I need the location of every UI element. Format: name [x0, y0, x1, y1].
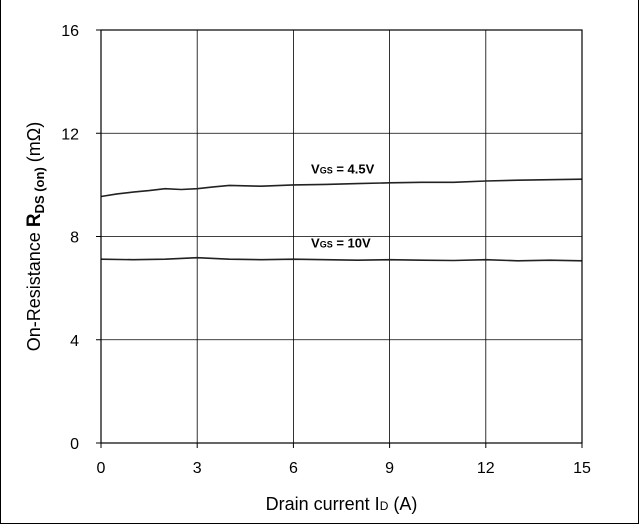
- x-tick-label: 12: [477, 460, 495, 477]
- x-tick-label: 6: [289, 460, 298, 477]
- y-tick-label: 0: [70, 436, 79, 453]
- series-label-vgs-10v: VGS = 10V: [311, 236, 371, 251]
- x-axis-label: Drain current ID (A): [266, 494, 418, 514]
- y-tick-label: 16: [61, 23, 79, 40]
- x-tick-label: 3: [193, 460, 202, 477]
- y-axis-label: On-Resistance RDS (on) (mΩ): [24, 122, 47, 351]
- x-tick-label: 15: [573, 460, 591, 477]
- y-tick-label: 4: [70, 333, 79, 350]
- x-tick-label: 9: [385, 460, 394, 477]
- x-tick-label: 0: [97, 460, 106, 477]
- series-label-vgs-4.5v: VGS = 4.5V: [311, 162, 375, 177]
- series-line-1: [100, 256, 583, 262]
- y-tick-label: 8: [70, 230, 79, 247]
- y-tick-label: 12: [61, 126, 79, 143]
- series-lines: [100, 178, 583, 262]
- tick-labels: 0 3 6 9 12 15 0 4 8 12 16: [61, 23, 591, 477]
- series-line-0: [100, 178, 583, 198]
- plot-area: [100, 29, 583, 444]
